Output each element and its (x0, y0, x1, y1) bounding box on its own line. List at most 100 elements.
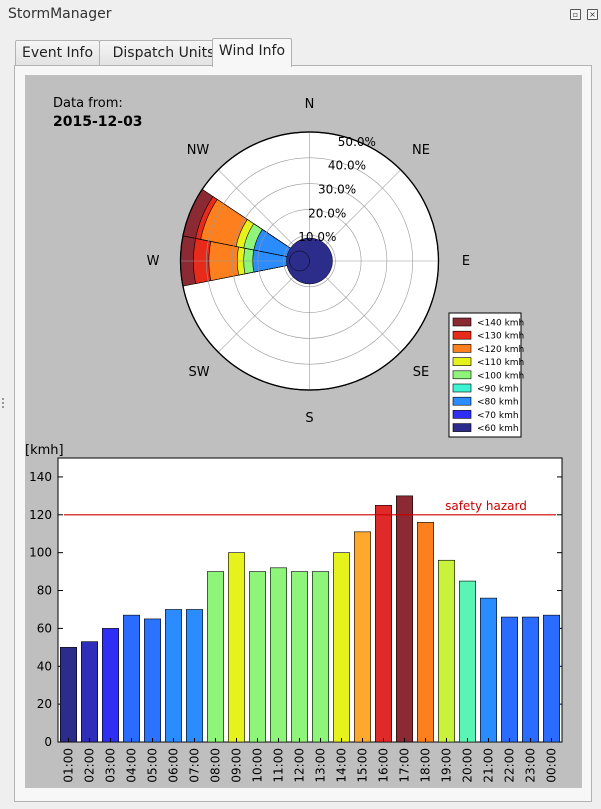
x-tick-label: 19:00 (440, 748, 454, 783)
x-tick-label: 17:00 (398, 748, 412, 783)
tab-dispatch-units[interactable]: Dispatch Units (99, 40, 228, 66)
x-tick-label: 04:00 (125, 748, 139, 783)
compass-e: E (462, 254, 470, 269)
legend-label: <140 kmh (477, 319, 524, 329)
bar-0700 (186, 609, 203, 743)
compass-se: SE (413, 365, 429, 380)
x-tick-label: 20:00 (461, 748, 475, 783)
legend-swatch (452, 423, 472, 432)
bar-1000 (249, 571, 266, 743)
compass-s: S (305, 411, 313, 426)
x-tick-label: 02:00 (83, 748, 97, 783)
bar-1200 (291, 571, 308, 743)
legend-swatch (452, 330, 472, 340)
bar-2000 (459, 580, 476, 743)
bar-series (60, 495, 560, 743)
legend-swatch (452, 344, 472, 353)
x-tick-label: 10:00 (251, 748, 265, 783)
legend-label: <110 kmh (477, 358, 524, 368)
bar-0400 (123, 614, 140, 743)
x-tick-label: 23:00 (524, 748, 538, 783)
bar-2300 (522, 616, 539, 743)
rose-radial-label: 30.0% (318, 182, 356, 196)
rose-radial-label: 50.0% (338, 135, 376, 149)
wind-figure-canvas: 10.0% 20.0% 30.0% 40.0% 50.0% N NE E SE S SW… (25, 96, 563, 783)
legend-label: <130 kmh (477, 332, 524, 342)
compass-n: N (305, 97, 315, 112)
bar-1900 (438, 559, 455, 743)
safety-hazard-label: safety hazard (445, 499, 527, 513)
x-tick-label: 13:00 (314, 748, 328, 783)
x-tick-label: 22:00 (503, 748, 517, 783)
x-tick-label: 18:00 (419, 748, 433, 783)
legend-swatch (452, 410, 472, 419)
x-tick-label: 07:00 (188, 748, 202, 783)
bar-0500 (144, 618, 161, 743)
float-icon[interactable]: ▫ (570, 9, 581, 20)
x-tick-label: 16:00 (377, 748, 391, 783)
compass-ne: NE (412, 143, 430, 158)
y-tick-label: 100 (29, 546, 52, 560)
x-tick-label: 14:00 (335, 748, 349, 783)
y-tick-label: 0 (44, 735, 52, 749)
tab-event-info[interactable]: Event Info (15, 40, 100, 66)
y-tick-label: 80 (37, 584, 52, 598)
x-tick-label: 08:00 (209, 748, 223, 783)
legend-swatch (452, 396, 472, 406)
compass-nw: NW (187, 143, 210, 158)
close-icon[interactable]: × (587, 9, 598, 20)
compass-sw: SW (188, 365, 209, 380)
wind-rose-chart: 10.0% 20.0% 30.0% 40.0% 50.0% N NE E SE S SW… (147, 97, 471, 426)
bar-0200 (81, 641, 98, 743)
bar-1100 (270, 567, 287, 743)
bar-1300 (312, 571, 329, 743)
legend-swatch (452, 370, 472, 380)
bar-0900 (228, 552, 245, 743)
bar-1400 (333, 552, 350, 743)
bar-2200 (501, 616, 518, 743)
y-tick-label: 40 (37, 659, 52, 673)
window-title: StormManager (8, 6, 112, 22)
legend-label: <120 kmh (477, 345, 524, 355)
bar-0100 (60, 647, 77, 743)
bar-plot-area (57, 457, 563, 743)
y-axis-ticks: 0 20 40 60 80 100 120 140 (29, 470, 562, 749)
hourly-wind-bar-chart: [kmh] 0 20 40 60 80 100 120 140 01:00 02:00 03:00… (25, 443, 563, 783)
x-tick-label: 09:00 (230, 748, 244, 783)
x-tick-label: 05:00 (146, 748, 160, 783)
legend-label: <100 kmh (477, 371, 524, 381)
legend-label: <60 kmh (477, 424, 519, 434)
x-tick-label: 15:00 (356, 748, 370, 783)
x-tick-label: 06:00 (167, 748, 181, 783)
y-tick-label: 20 (37, 697, 52, 711)
data-from-label: Data from: (53, 96, 123, 111)
rose-radial-label: 20.0% (308, 206, 346, 220)
rose-outline (179, 131, 440, 391)
rose-radial-labels: 10.0% 20.0% 30.0% 40.0% 50.0% (298, 135, 376, 244)
y-tick-label: 120 (29, 508, 52, 522)
tab-wind-info[interactable]: Wind Info (212, 38, 292, 67)
rose-radial-label: 40.0% (328, 159, 366, 173)
legend-swatch (452, 317, 472, 327)
bar-1600 (375, 505, 392, 743)
bar-0000 (543, 614, 560, 743)
x-tick-label: 01:00 (62, 748, 76, 783)
x-tick-label: 03:00 (104, 748, 118, 783)
legend-label: <70 kmh (477, 411, 519, 421)
bar-0300 (102, 628, 119, 743)
resize-grip[interactable] (2, 398, 5, 410)
bar-2100 (480, 597, 497, 743)
y-axis-label: [kmh] (25, 443, 64, 458)
legend-label: <80 kmh (477, 398, 519, 408)
rose-center-disc (286, 237, 333, 285)
speed-legend: <140 kmh <130 kmh <120 kmh <110 kmh <100 kmh… (448, 312, 524, 438)
y-tick-label: 140 (29, 470, 52, 484)
legend-swatch (452, 357, 472, 366)
title-bar: StormManager ▫ × (0, 0, 601, 30)
x-tick-label: 00:00 (545, 748, 559, 783)
bar-1700 (396, 495, 413, 743)
legend-label: <90 kmh (477, 385, 519, 395)
data-date: 2015-12-03 (53, 114, 143, 130)
x-tick-label: 21:00 (482, 748, 496, 783)
rose-radial-label: 10.0% (298, 230, 336, 244)
